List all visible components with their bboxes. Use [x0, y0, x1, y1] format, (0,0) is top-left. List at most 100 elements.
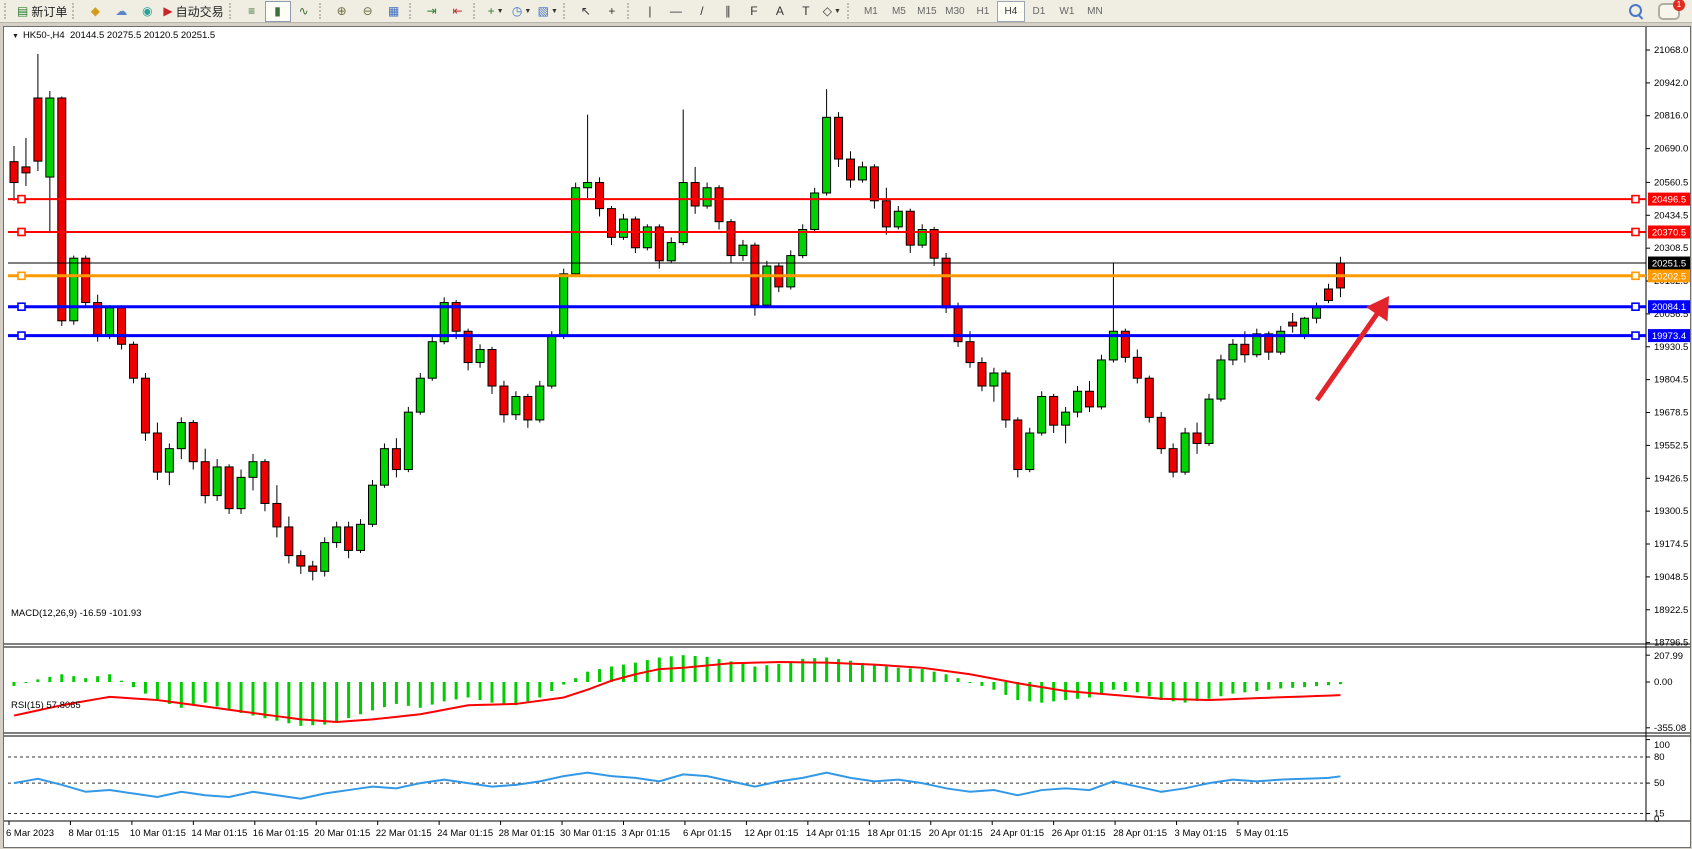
crosshair-button[interactable]: + — [599, 1, 625, 22]
crosshair-icon: + — [608, 4, 616, 18]
price-tag — [1648, 256, 1690, 270]
candlesticks — [9, 53, 1345, 581]
price-line-20202.5[interactable]: 20202.5 — [8, 269, 1690, 283]
indicators-button-dropdown-icon[interactable]: ▼ — [496, 7, 504, 15]
zoom-in-button[interactable]: ⊕ — [329, 1, 355, 22]
svg-text:22 Mar 01:15: 22 Mar 01:15 — [376, 828, 432, 839]
line-chart-button[interactable]: ∿ — [291, 1, 317, 22]
text-icon: A — [775, 4, 784, 18]
toolbar-grip — [408, 3, 415, 19]
fibonacci-button[interactable]: F — [741, 1, 767, 22]
chart-shift-button[interactable]: ⇤ — [445, 1, 471, 22]
svg-text:19300.5: 19300.5 — [1654, 506, 1688, 517]
tile-windows-button[interactable]: ▦ — [381, 1, 407, 22]
signals-icon[interactable]: ◉ — [134, 1, 160, 22]
price-tag — [1648, 225, 1690, 239]
templates-button-dropdown-icon[interactable]: ▼ — [550, 7, 558, 15]
timeframe-button-mn[interactable]: MN — [1087, 5, 1103, 17]
timeframe-button-m1[interactable]: M1 — [863, 5, 878, 17]
shapes-button[interactable]: ◇ ▼ — [819, 1, 845, 22]
svg-text:20056.5: 20056.5 — [1654, 309, 1688, 320]
svg-text:26 Apr 01:15: 26 Apr 01:15 — [1052, 828, 1106, 839]
templates-button[interactable]: ▧ ▼ — [535, 1, 561, 22]
svg-text:24 Apr 01:15: 24 Apr 01:15 — [990, 828, 1044, 839]
collapse-icon[interactable]: ▼ — [12, 33, 19, 40]
shapes-button-dropdown-icon[interactable]: ▼ — [834, 7, 841, 15]
svg-text:0: 0 — [1654, 814, 1659, 825]
timeframe-button-d1[interactable]: D1 — [1032, 5, 1046, 17]
svg-text:3 Apr 01:15: 3 Apr 01:15 — [622, 828, 671, 839]
auto-scroll-button[interactable]: ⇥ — [419, 1, 445, 22]
toolbar: ▤ 新订单 ◆ ☁ ◉ ▶ 自动交易 ≡ ▮ ∿ ⊕ ⊖ ▦ ⇥ ⇤ + ▼ ◷ ▼ ▧ ▼ ↖ + | — / ∥ F A T ◇ ▼ M1… — [0, 0, 1692, 23]
trend-arrow[interactable] — [1314, 296, 1389, 402]
autotrading-button[interactable]: ▶ 自动交易 — [160, 1, 226, 22]
search-icon[interactable] — [1628, 3, 1644, 20]
line-chart-icon: ∿ — [298, 4, 309, 18]
price-line-20496.5[interactable]: 20496.5 — [8, 192, 1690, 206]
vps-icon-icon: ☁ — [115, 4, 128, 18]
channel-button[interactable]: ∥ — [715, 1, 741, 22]
svg-text:20084.1: 20084.1 — [1652, 302, 1686, 313]
market-icon[interactable]: ◆ — [82, 1, 108, 22]
cursor-button[interactable]: ↖ — [573, 1, 599, 22]
bar-chart-button[interactable]: ≡ — [239, 1, 265, 22]
svg-text:20560.5: 20560.5 — [1654, 177, 1688, 188]
candlestick-chart-button[interactable]: ▮ — [264, 0, 291, 22]
timeframe-button-w1[interactable]: W1 — [1059, 5, 1075, 17]
svg-text:6 Mar 2023: 6 Mar 2023 — [6, 828, 54, 839]
periods-button[interactable]: ◷ ▼ — [509, 1, 535, 22]
horizontal-line-button[interactable]: — — [663, 1, 689, 22]
svg-text:20942.0: 20942.0 — [1654, 78, 1688, 89]
svg-text:28 Apr 01:15: 28 Apr 01:15 — [1113, 828, 1167, 839]
svg-text:5 May 01:15: 5 May 01:15 — [1236, 828, 1288, 839]
chart-canvas[interactable]: 21068.0 20942.0 20816.0 20690.0 20560.5 20434… — [4, 27, 1690, 847]
price-line-20370.5[interactable]: 20370.5 — [8, 225, 1690, 239]
periods-icon: ◷ — [511, 4, 523, 18]
svg-text:20 Mar 01:15: 20 Mar 01:15 — [314, 828, 370, 839]
toolbar-grip — [562, 3, 569, 19]
autotrading-icon: ▶ — [163, 4, 173, 18]
zoom-in-icon: ⊕ — [336, 4, 347, 18]
toolbar-grip — [228, 3, 235, 19]
market-icon-icon: ◆ — [90, 4, 100, 18]
vps-icon[interactable]: ☁ — [108, 1, 134, 22]
timeframe-button-m15[interactable]: M15 — [917, 5, 937, 17]
bar-chart-icon: ≡ — [248, 4, 256, 18]
vertical-line-icon: | — [648, 4, 652, 18]
svg-text:19048.5: 19048.5 — [1654, 572, 1688, 583]
chart-symbol-period: HK50-,H4 — [22, 30, 65, 41]
chat-icon[interactable]: 1 — [1658, 0, 1685, 20]
price-line-20084.1[interactable]: 20084.1 — [8, 300, 1690, 314]
zoom-out-button[interactable]: ⊖ — [355, 1, 381, 22]
price-line-19973.4[interactable]: 19973.4 — [8, 329, 1690, 343]
trendline-button[interactable]: / — [689, 1, 715, 22]
time-axis-labels: 6 Mar 2023 8 Mar 01:15 10 Mar 01:15 14 Mar … — [6, 821, 1288, 839]
new-order-icon: ▤ — [17, 4, 29, 18]
indicators-icon: + — [487, 4, 495, 18]
shapes-icon: ◇ — [822, 4, 833, 18]
svg-text:0.00: 0.00 — [1654, 677, 1673, 688]
vertical-line-button[interactable]: | — [637, 1, 663, 22]
indicators-button[interactable]: + ▼ — [483, 1, 509, 22]
signals-icon-icon: ◉ — [142, 4, 153, 18]
price-line-20251.5[interactable]: 20251.5 — [8, 256, 1690, 270]
new-order-button[interactable]: ▤ 新订单 — [14, 1, 70, 22]
chart-window[interactable]: 21068.0 20942.0 20816.0 20690.0 20560.5 20434… — [3, 26, 1691, 848]
periods-button-dropdown-icon[interactable]: ▼ — [524, 7, 532, 15]
auto-scroll-icon: ⇥ — [426, 4, 437, 18]
zoom-out-icon: ⊖ — [362, 4, 373, 18]
svg-text:10 Mar 01:15: 10 Mar 01:15 — [130, 828, 186, 839]
price-tag — [1648, 192, 1690, 206]
text-label-button[interactable]: T — [793, 1, 819, 22]
svg-text:30 Mar 01:15: 30 Mar 01:15 — [560, 828, 616, 839]
timeframe-button-m30[interactable]: M30 — [945, 5, 965, 17]
timeframe-button-m5[interactable]: M5 — [891, 5, 906, 17]
svg-text:19973.4: 19973.4 — [1652, 331, 1686, 342]
timeframe-button-h4[interactable]: H4 — [996, 0, 1025, 22]
text-button[interactable]: A — [767, 1, 793, 22]
timeframe-button-h1[interactable]: H1 — [976, 5, 990, 17]
svg-text:20308.5: 20308.5 — [1654, 243, 1688, 254]
svg-text:21068.0: 21068.0 — [1654, 45, 1688, 56]
svg-text:18796.5: 18796.5 — [1654, 638, 1688, 649]
